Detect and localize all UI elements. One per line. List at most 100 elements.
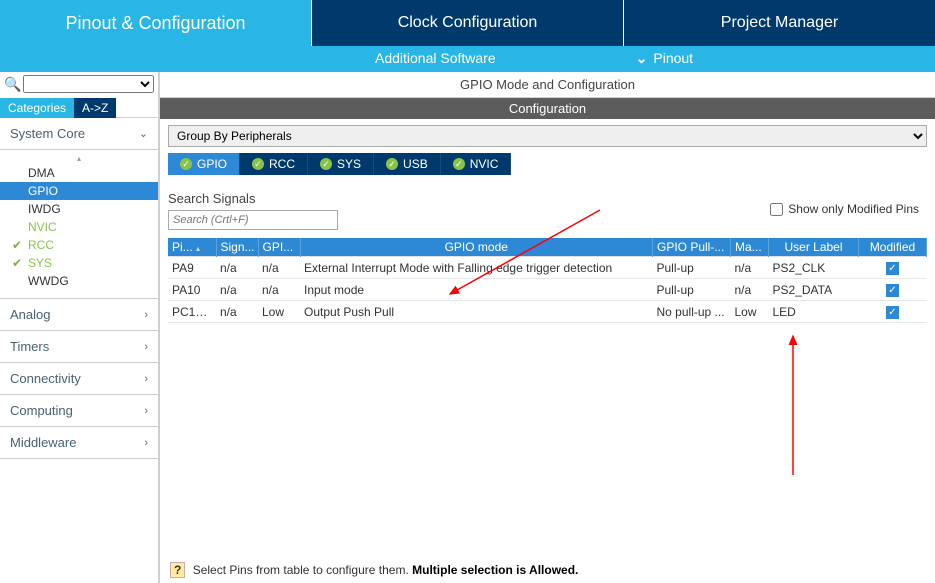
footer-text-pre: Select Pins from table to configure them… [193, 563, 412, 577]
help-icon: ? [170, 562, 185, 578]
periph-tab-nvic[interactable]: ✓NVIC [441, 153, 512, 175]
status-dot-icon: ✓ [180, 158, 192, 170]
tab-pinout-config[interactable]: Pinout & Configuration [0, 0, 311, 46]
tree-item-wwdg[interactable]: WWDG [0, 272, 158, 290]
table-cell: Low [731, 301, 769, 323]
periph-tab-rcc[interactable]: ✓RCC [240, 153, 308, 175]
tree-item-rcc[interactable]: ✔RCC [0, 236, 158, 254]
table-cell: Low [258, 301, 300, 323]
table-cell: n/a [258, 279, 300, 301]
checked-icon: ✓ [886, 262, 899, 275]
table-cell: Pull-up [653, 257, 731, 279]
group-body-system-core: ▴ DMA GPIO IWDG NVIC ✔RCC ✔SYS WWDG [0, 150, 158, 299]
periph-tab-usb[interactable]: ✓USB [374, 153, 441, 175]
search-signals-input[interactable] [168, 210, 338, 230]
status-dot-icon: ✓ [453, 158, 465, 170]
scroll-up-icon: ▴ [0, 154, 158, 164]
table-cell: PS2_DATA [769, 279, 859, 301]
table-cell-modified: ✓ [859, 301, 927, 323]
table-cell-modified: ✓ [859, 279, 927, 301]
table-header-row: Pi... ▴ Sign... GPI... GPIO mode GPIO Pu… [168, 238, 927, 257]
col-user-label[interactable]: User Label [769, 238, 859, 257]
status-dot-icon: ✓ [252, 158, 264, 170]
col-max[interactable]: Ma... [731, 238, 769, 257]
table-cell: n/a [216, 279, 258, 301]
panel-title: GPIO Mode and Configuration [160, 72, 935, 98]
table-cell: PA10 [168, 279, 216, 301]
footer-hint: ? Select Pins from table to configure th… [170, 563, 578, 577]
tab-clock-config[interactable]: Clock Configuration [311, 0, 623, 46]
search-icon: 🔍 [4, 76, 21, 93]
col-pull[interactable]: GPIO Pull-... [653, 238, 731, 257]
group-label: Analog [10, 307, 50, 322]
col-pin[interactable]: Pi... ▴ [168, 238, 216, 257]
chevron-right-icon: › [144, 309, 148, 321]
group-label: Timers [10, 339, 49, 354]
show-modified-checkbox[interactable]: Show only Modified Pins [770, 202, 919, 216]
chevron-right-icon: › [144, 405, 148, 417]
show-modified-label: Show only Modified Pins [788, 202, 919, 216]
group-header-timers[interactable]: Timers › [0, 331, 158, 363]
tree-item-sys[interactable]: ✔SYS [0, 254, 158, 272]
tab-a-to-z[interactable]: A->Z [74, 98, 116, 118]
table-cell: n/a [216, 301, 258, 323]
tree-item-gpio[interactable]: GPIO [0, 182, 158, 200]
status-dot-icon: ✓ [386, 158, 398, 170]
table-cell: Output Push Pull [300, 301, 653, 323]
tree-item-nvic[interactable]: NVIC [0, 218, 158, 236]
group-label: System Core [10, 126, 85, 141]
group-label: Middleware [10, 435, 76, 450]
configuration-bar: Configuration [160, 98, 935, 119]
sort-icon: ▴ [196, 244, 200, 253]
table-cell: PS2_CLK [769, 257, 859, 279]
group-header-connectivity[interactable]: Connectivity › [0, 363, 158, 395]
col-gpio-out[interactable]: GPI... [258, 238, 300, 257]
table-row[interactable]: PC13-...n/aLowOutput Push PullNo pull-up… [168, 301, 927, 323]
col-gpio-mode[interactable]: GPIO mode [300, 238, 653, 257]
group-by-select[interactable]: Group By Peripherals [168, 125, 927, 147]
check-icon: ✔ [12, 238, 26, 252]
tree-item-iwdg[interactable]: IWDG [0, 200, 158, 218]
table-cell-modified: ✓ [859, 257, 927, 279]
checked-icon: ✓ [886, 284, 899, 297]
table-cell: n/a [258, 257, 300, 279]
table-cell: Input mode [300, 279, 653, 301]
group-header-middleware[interactable]: Middleware › [0, 427, 158, 459]
table-cell: n/a [731, 279, 769, 301]
gpio-table: Pi... ▴ Sign... GPI... GPIO mode GPIO Pu… [168, 238, 927, 323]
table-cell: LED [769, 301, 859, 323]
annotation-arrow-2 [778, 330, 808, 480]
tab-categories[interactable]: Categories [0, 98, 74, 118]
chevron-down-icon: ⌄ [139, 127, 148, 140]
group-label: Computing [10, 403, 73, 418]
sub-tabs-bar: Additional Software Pinout [0, 46, 935, 72]
subtab-pinout[interactable]: Pinout [616, 46, 713, 72]
check-icon: ✔ [12, 256, 26, 270]
periph-tab-sys[interactable]: ✓SYS [308, 153, 374, 175]
table-row[interactable]: PA10n/an/aInput modePull-upn/aPS2_DATA✓ [168, 279, 927, 301]
status-dot-icon: ✓ [320, 158, 332, 170]
table-cell: PA9 [168, 257, 216, 279]
tab-project-manager[interactable]: Project Manager [623, 0, 935, 46]
footer-text-bold: Multiple selection is Allowed. [412, 563, 578, 577]
col-modified[interactable]: Modified [859, 238, 927, 257]
col-signal[interactable]: Sign... [216, 238, 258, 257]
group-header-system-core[interactable]: System Core ⌄ [0, 118, 158, 150]
component-search-select[interactable] [23, 75, 154, 93]
table-cell: n/a [731, 257, 769, 279]
chevron-right-icon: › [144, 437, 148, 449]
checked-icon: ✓ [886, 306, 899, 319]
table-cell: No pull-up ... [653, 301, 731, 323]
group-label: Connectivity [10, 371, 81, 386]
table-row[interactable]: PA9n/an/aExternal Interrupt Mode with Fa… [168, 257, 927, 279]
left-panel: 🔍 Categories A->Z System Core ⌄ ▴ DMA GP… [0, 72, 160, 583]
group-header-analog[interactable]: Analog › [0, 299, 158, 331]
table-cell: Pull-up [653, 279, 731, 301]
show-modified-input[interactable] [770, 203, 783, 216]
table-cell: PC13-... [168, 301, 216, 323]
subtab-additional-software[interactable]: Additional Software [355, 46, 516, 72]
periph-tab-gpio[interactable]: ✓GPIO [168, 153, 240, 175]
group-header-computing[interactable]: Computing › [0, 395, 158, 427]
peripheral-tabs: ✓GPIO ✓RCC ✓SYS ✓USB ✓NVIC [168, 153, 927, 175]
tree-item-dma[interactable]: DMA [0, 164, 158, 182]
